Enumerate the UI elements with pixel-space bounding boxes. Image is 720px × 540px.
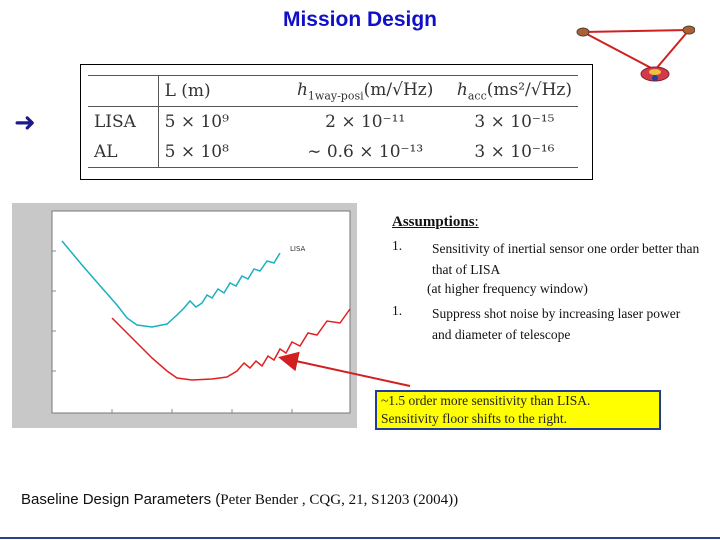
- callout-line-1: ~1.5 order more sensitivity than LISA.: [381, 393, 591, 408]
- lisa-series-label: LISA: [290, 245, 306, 253]
- cell-hacc: 3 × 10⁻¹⁵: [474, 112, 555, 132]
- item-text: Sensitivity of inertial sensor one order…: [432, 241, 700, 277]
- cell-length: 5 × 10⁹: [164, 112, 229, 132]
- slide-title: Mission Design: [282, 8, 438, 31]
- plot-area: [51, 210, 351, 414]
- col-header-length: L (m): [158, 75, 280, 107]
- row-name: AL: [88, 137, 159, 168]
- parameters-table: L (m) h1way-posi(m/√Hz) hacc(ms²/√Hz) LI…: [88, 75, 578, 168]
- satellite-constellation-icon: [576, 25, 695, 82]
- item-number: 1.: [392, 238, 403, 253]
- col-header-hacc: hacc(ms²/√Hz): [450, 75, 578, 107]
- row-name: LISA: [88, 106, 159, 137]
- bottom-divider: [0, 537, 720, 539]
- right-arrow-icon: ➜: [14, 108, 36, 138]
- cell-hacc: 3 × 10⁻¹⁶: [450, 137, 578, 168]
- al-curve: [111, 308, 351, 381]
- cell-length: 5 × 10⁸: [158, 137, 280, 168]
- table-header-row: L (m) h1way-posi(m/√Hz) hacc(ms²/√Hz): [88, 75, 578, 107]
- parameters-table-image: L (m) h1way-posi(m/√Hz) hacc(ms²/√Hz) LI…: [80, 64, 593, 180]
- item-number: 1.: [392, 303, 403, 318]
- assumptions-heading: Assumptions:: [392, 214, 479, 230]
- assumptions-block: Assumptions: 1. Sensitivity of inertial …: [392, 214, 712, 342]
- item-subtext: (at higher frequency window): [427, 281, 588, 296]
- table-row: AL 5 × 10⁸ ∼ 0.6 × 10⁻¹³ 3 × 10⁻¹⁶: [88, 137, 578, 168]
- callout-line-2: Sensitivity floor shifts to the right.: [381, 411, 567, 426]
- item-text: Suppress shot noise by increasing laser …: [432, 306, 681, 342]
- table-row: LISA 5 × 10⁹ 2 × 10⁻¹¹ 3 × 10⁻¹⁵: [88, 106, 578, 137]
- sensitivity-plot-image: LISA: [12, 203, 357, 428]
- lisa-curve: [61, 240, 281, 328]
- plot-ticks: [52, 250, 293, 413]
- cell-hposi: ∼ 0.6 × 10⁻¹³: [279, 137, 451, 168]
- sensitivity-callout: ~1.5 order more sensitivity than LISA. S…: [375, 390, 661, 430]
- cell-hposi: 2 × 10⁻¹¹: [325, 112, 406, 132]
- col-header-hposi: h1way-posi(m/√Hz): [279, 75, 451, 107]
- footer-citation: Baseline Design Parameters (Peter Bender…: [21, 491, 459, 508]
- sensitivity-plot: LISA: [51, 210, 351, 414]
